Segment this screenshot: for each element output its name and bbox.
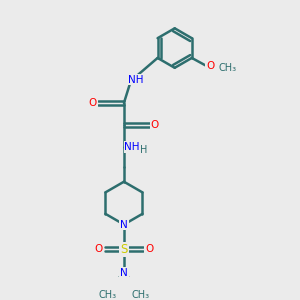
Text: O: O [94,244,103,254]
Text: N: N [120,268,128,278]
Text: NH: NH [128,75,143,85]
Text: S: S [120,243,128,256]
Text: CH₃: CH₃ [98,290,116,300]
Text: CH₃: CH₃ [218,62,236,73]
Text: N: N [120,220,128,230]
Text: O: O [151,120,159,130]
Text: H: H [140,145,147,154]
Text: O: O [206,61,214,71]
Text: NH: NH [124,142,140,152]
Text: O: O [145,244,153,254]
Text: CH₃: CH₃ [131,290,149,300]
Text: O: O [89,98,97,108]
